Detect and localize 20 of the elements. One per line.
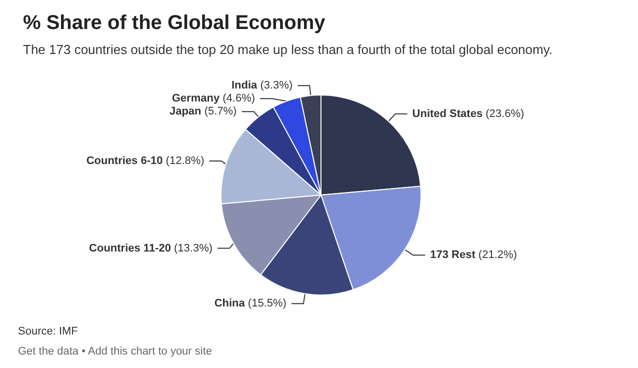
slice-label: Japan (169, 106, 202, 118)
chart-title: % Share of the Global Economy (23, 12, 326, 34)
slice-label: Germany (172, 92, 220, 105)
slice-label: Countries 11-20 (89, 242, 171, 254)
data-label: (23.6%) (482, 108, 524, 120)
chart-subtitle: The 173 countries outside the top 20 make up less than a fourth of the total global economy. (23, 42, 552, 57)
data-label: (4.6%) (220, 92, 256, 105)
slice-label: Countries 6-10 (86, 155, 163, 168)
slice-label: China (214, 298, 246, 310)
slice-label: India (231, 80, 258, 92)
slice-label: United States (412, 108, 483, 120)
data-label: (15.5%) (244, 298, 286, 310)
data-label: (12.8%) (162, 155, 204, 168)
text: Get the data • Add this chart to your site (18, 346, 212, 358)
data-label: (21.2%) (475, 249, 517, 262)
slice-label: 173 Rest (430, 249, 476, 262)
source-note: Source: IMF (18, 326, 78, 338)
data-label: (3.3%) (257, 80, 293, 92)
data-label: (5.7%) (201, 106, 237, 118)
data-label: (13.3%) (170, 242, 213, 254)
